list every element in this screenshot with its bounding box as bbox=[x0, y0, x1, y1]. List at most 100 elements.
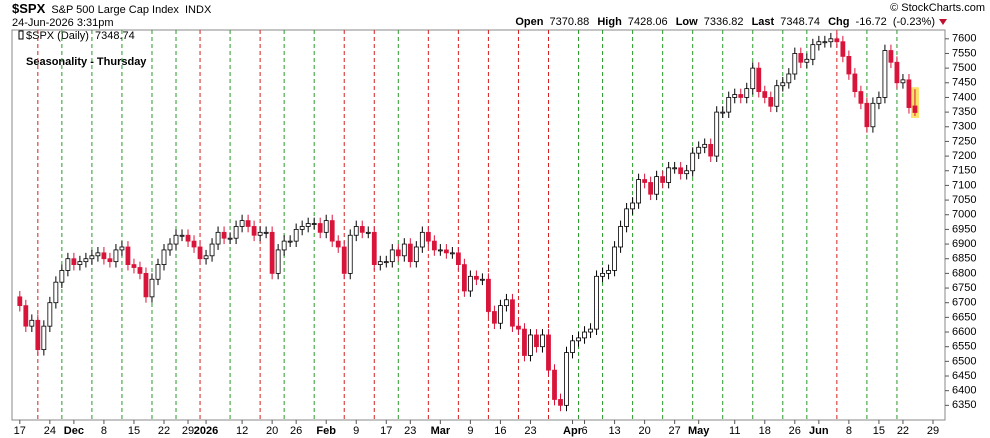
stat-value: (-0.23%) bbox=[893, 16, 935, 28]
candle-body bbox=[654, 176, 660, 195]
candle-body bbox=[570, 340, 575, 353]
candle-body bbox=[618, 226, 623, 248]
candle-body bbox=[281, 240, 287, 251]
candle-body bbox=[564, 352, 569, 406]
candle-body bbox=[131, 264, 137, 268]
x-tick-label: Jun bbox=[809, 425, 829, 437]
candle-body bbox=[293, 228, 299, 242]
x-tick-label: 20 bbox=[638, 425, 650, 437]
candle-body bbox=[329, 220, 335, 242]
candle-body bbox=[35, 319, 41, 351]
candle-body bbox=[792, 53, 798, 75]
candle-body bbox=[546, 334, 551, 371]
candle-body bbox=[89, 255, 95, 260]
candle-body bbox=[726, 97, 732, 113]
candle-body bbox=[894, 61, 900, 84]
candle-body bbox=[143, 272, 149, 298]
candle-body bbox=[365, 231, 371, 234]
candle-body bbox=[810, 44, 816, 60]
candle-body bbox=[389, 249, 395, 263]
candle-body bbox=[504, 299, 509, 307]
candle-body bbox=[636, 179, 642, 204]
y-tick-label: 7450 bbox=[952, 77, 976, 89]
candle-body bbox=[443, 249, 449, 254]
x-tick-label: 2026 bbox=[194, 425, 218, 437]
y-tick-label: 6550 bbox=[952, 341, 976, 353]
candle-body bbox=[17, 296, 23, 307]
x-tick-label: 16 bbox=[494, 425, 506, 437]
candle-body bbox=[455, 252, 461, 265]
timestamp: 24-Jun-2026 3:31pm bbox=[12, 17, 114, 29]
y-tick-label: 7350 bbox=[952, 106, 976, 118]
candle-body bbox=[221, 231, 227, 239]
candle-body bbox=[245, 220, 251, 227]
candle-body bbox=[41, 325, 47, 351]
x-tick-label: 27 bbox=[669, 425, 681, 437]
stat-label: Low bbox=[676, 16, 698, 28]
x-tick-label: Feb bbox=[316, 425, 336, 437]
x-tick-label: 24 bbox=[44, 425, 56, 437]
candle-body bbox=[137, 267, 143, 274]
candle-body bbox=[317, 223, 323, 233]
candle-body bbox=[666, 167, 672, 183]
x-tick-label: 29 bbox=[927, 425, 939, 437]
candle-body bbox=[642, 179, 648, 183]
candle-body bbox=[173, 234, 179, 245]
candle-body bbox=[269, 231, 275, 274]
y-tick-label: 6850 bbox=[952, 253, 976, 265]
candle-body bbox=[449, 252, 455, 255]
candle-body bbox=[750, 67, 756, 90]
legend-icon bbox=[18, 30, 24, 40]
x-tick-label: Apr bbox=[563, 425, 583, 437]
candle-body bbox=[756, 67, 762, 92]
candle-body bbox=[59, 270, 65, 283]
candle-body bbox=[600, 272, 605, 277]
candle-body bbox=[888, 50, 894, 63]
candle-body bbox=[113, 249, 119, 263]
candle-body bbox=[762, 91, 768, 98]
candle-body bbox=[95, 252, 101, 257]
candle-body bbox=[594, 275, 599, 330]
candle-body bbox=[167, 243, 173, 251]
x-tick-label: 22 bbox=[897, 425, 909, 437]
candle-body bbox=[498, 305, 503, 324]
y-tick-label: 7050 bbox=[952, 194, 976, 206]
x-tick-label: Dec bbox=[64, 425, 84, 437]
legend-value: 7348.74 bbox=[95, 30, 135, 42]
stat-label: Open bbox=[515, 16, 543, 28]
x-tick-label: May bbox=[688, 425, 710, 437]
candle-body bbox=[804, 58, 810, 63]
x-tick-label: 17 bbox=[14, 425, 26, 437]
y-tick-label: 7400 bbox=[952, 91, 976, 103]
y-tick-label: 7250 bbox=[952, 135, 976, 147]
candle-body bbox=[648, 182, 654, 195]
x-tick-label: 26 bbox=[789, 425, 801, 437]
watermark: © StockCharts.com bbox=[890, 2, 985, 14]
candle-body bbox=[630, 202, 635, 210]
candle-body bbox=[480, 278, 485, 281]
candle-body bbox=[83, 258, 89, 263]
candle-body bbox=[870, 102, 876, 128]
candle-body bbox=[125, 246, 131, 265]
candle-body bbox=[359, 226, 365, 233]
candle-body bbox=[353, 226, 359, 236]
candle-body bbox=[816, 41, 822, 46]
candle-body bbox=[516, 325, 521, 330]
candle-body bbox=[233, 226, 239, 239]
index-name: S&P 500 Large Cap Index bbox=[51, 4, 179, 16]
candle-body bbox=[846, 55, 852, 75]
candle-body bbox=[395, 249, 401, 257]
candle-body bbox=[185, 234, 191, 242]
y-tick-label: 7200 bbox=[952, 150, 976, 162]
x-tick-label: 8 bbox=[101, 425, 107, 437]
candle-body bbox=[900, 79, 906, 84]
candle-body bbox=[696, 146, 702, 154]
candle-body bbox=[437, 249, 443, 252]
y-tick-label: 7300 bbox=[952, 121, 976, 133]
x-tick-label: 6 bbox=[581, 425, 587, 437]
candle-body bbox=[714, 111, 720, 157]
candle-body bbox=[107, 258, 113, 263]
candle-body bbox=[119, 246, 125, 251]
candle-body bbox=[215, 231, 221, 245]
candle-body bbox=[65, 258, 71, 271]
